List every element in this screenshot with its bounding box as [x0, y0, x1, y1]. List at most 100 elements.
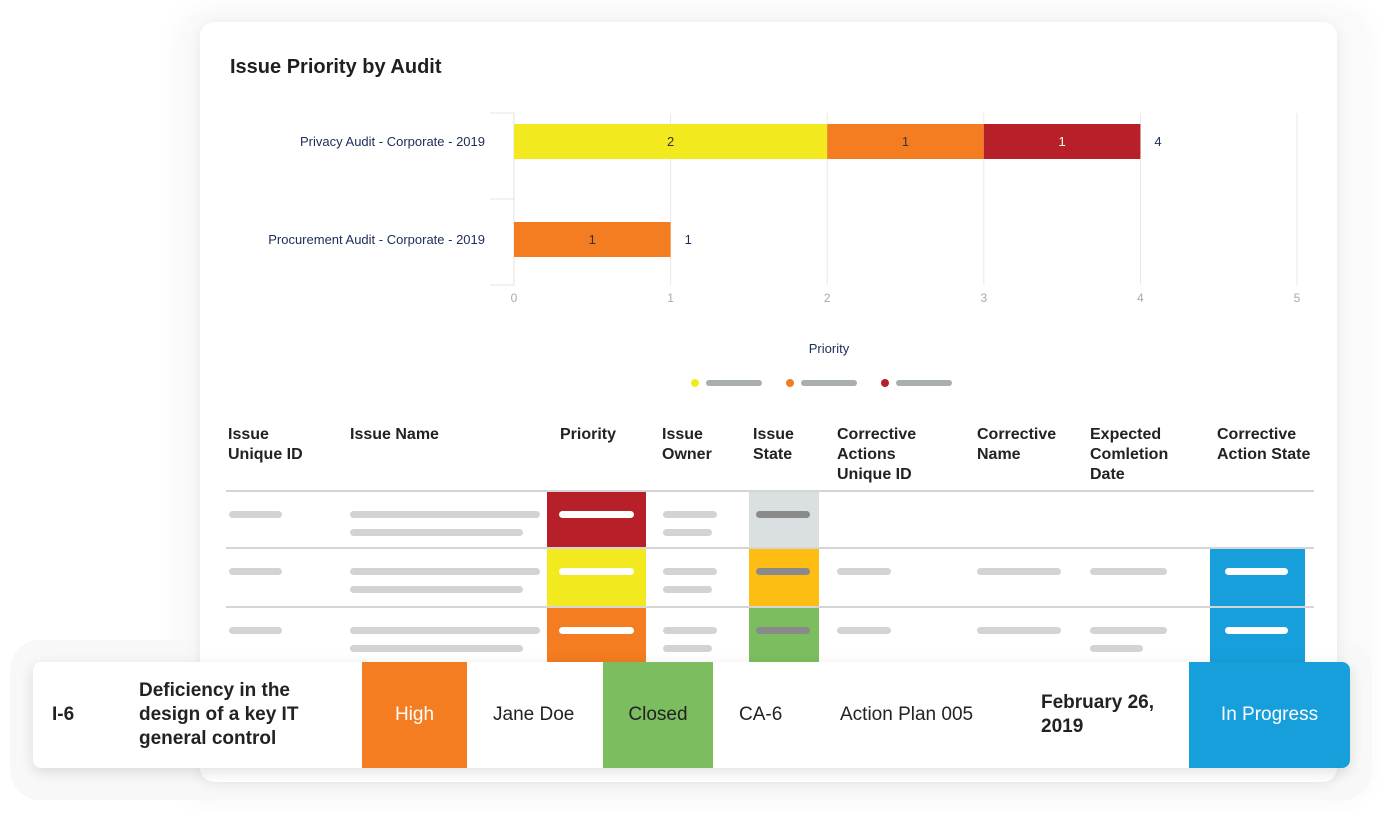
- priority-cell: [547, 492, 646, 548]
- column-header[interactable]: Corrective Name: [977, 425, 1056, 465]
- column-header-line: Corrective: [837, 426, 917, 443]
- expected-date: February 26, 2019: [1041, 692, 1154, 737]
- column-header-line: Expected: [1090, 426, 1162, 443]
- bar-value-label: 1: [902, 134, 909, 149]
- ca-state-badge: In Progress: [1189, 662, 1350, 768]
- text-placeholder: [229, 511, 282, 518]
- bar-total-label: 1: [685, 232, 692, 247]
- issue-id: I-6: [52, 704, 75, 725]
- issue-state-cell: [749, 549, 819, 607]
- issue-state-badge: Closed: [603, 662, 713, 768]
- x-tick-label: 2: [824, 291, 831, 305]
- x-tick-label: 4: [1137, 291, 1144, 305]
- ca-id: CA-6: [739, 704, 783, 725]
- column-header-line: Owner: [662, 446, 712, 463]
- text-placeholder: [1090, 568, 1167, 575]
- bar-segment[interactable]: [514, 222, 671, 257]
- legend-marker[interactable]: [691, 379, 699, 387]
- column-header-line: Date: [1090, 466, 1125, 483]
- text-placeholder: [350, 645, 523, 652]
- bar-value-label: 2: [667, 134, 674, 149]
- chart-title: Issue Priority by Audit: [230, 56, 442, 78]
- column-header-line: Issue: [228, 426, 269, 443]
- issue-name: Deficiency in the design of a key IT gen…: [139, 680, 299, 749]
- bar-segment[interactable]: [983, 124, 1141, 159]
- column-header-line: Unique ID: [837, 466, 912, 483]
- priority-cell: [547, 549, 646, 607]
- bar-segment[interactable]: [514, 124, 828, 159]
- text-placeholder: [350, 568, 540, 575]
- text-placeholder: [229, 568, 282, 575]
- bar-segment[interactable]: [827, 124, 984, 159]
- priority-badge: High: [362, 662, 467, 768]
- column-header-line: Unique ID: [228, 446, 303, 463]
- column-header-line: Corrective: [1217, 426, 1297, 443]
- issue-state-cell: [749, 608, 819, 662]
- header-divider: [226, 490, 1314, 492]
- legend-marker[interactable]: [786, 379, 794, 387]
- column-header[interactable]: Issue Owner: [662, 425, 712, 465]
- priority-cell: [547, 608, 646, 662]
- text-placeholder: [1090, 627, 1167, 634]
- column-header[interactable]: Corrective Action State: [1217, 425, 1310, 465]
- legend-label-placeholder: [896, 380, 952, 386]
- text-placeholder: [663, 627, 717, 634]
- legend-label-placeholder: [706, 380, 762, 386]
- x-tick-label: 3: [980, 291, 987, 305]
- text-placeholder: [350, 529, 523, 536]
- x-tick-label: 0: [511, 291, 518, 305]
- column-header-line: Actions: [837, 446, 896, 463]
- ca-name: Action Plan 005: [840, 704, 974, 725]
- text-placeholder: [1225, 627, 1288, 634]
- column-header[interactable]: Issue Unique ID: [228, 425, 303, 465]
- column-header-line: Action State: [1217, 446, 1311, 463]
- column-header-line: Comletion: [1090, 446, 1169, 463]
- text-placeholder: [756, 568, 810, 575]
- text-placeholder: [837, 568, 891, 575]
- column-header-line: Issue: [753, 426, 794, 443]
- x-axis-label: Priority: [809, 341, 850, 356]
- column-header-line: Priority: [560, 426, 617, 443]
- text-placeholder: [663, 529, 712, 536]
- column-header[interactable]: Priority: [560, 425, 616, 445]
- column-header[interactable]: Expected Comletion Date: [1090, 425, 1168, 485]
- text-placeholder: [559, 568, 634, 575]
- text-placeholder: [350, 511, 540, 518]
- category-label: Procurement Audit - Corporate - 2019: [268, 232, 485, 247]
- x-tick-label: 5: [1294, 291, 1301, 305]
- issue-owner: Jane Doe: [493, 704, 575, 725]
- issue-priority-chart: 0 1 2 3 4 5 Privacy Audit - Corporate - 2019 2 1…: [268, 112, 1301, 387]
- column-header-line: Corrective: [977, 426, 1057, 443]
- column-header-line: Name: [977, 446, 1021, 463]
- issue-state-cell: [749, 492, 819, 548]
- text-placeholder: [663, 645, 712, 652]
- text-placeholder: [837, 627, 891, 634]
- column-header[interactable]: Corrective Actions Unique ID: [837, 425, 916, 485]
- column-header-line: State: [753, 446, 793, 463]
- ca-state-cell: [1210, 549, 1305, 607]
- text-placeholder: [663, 586, 712, 593]
- highlighted-row[interactable]: I-6 Deficiency in the design of a key IT…: [33, 662, 1350, 768]
- text-placeholder: [559, 511, 634, 518]
- legend-label-placeholder: [801, 380, 857, 386]
- text-placeholder: [977, 568, 1061, 575]
- row-divider: [226, 547, 1314, 549]
- column-header[interactable]: Issue Name: [350, 425, 439, 445]
- bar-value-label: 1: [1058, 134, 1065, 149]
- text-placeholder: [559, 627, 634, 634]
- text-placeholder: [1225, 568, 1288, 575]
- ca-state-cell: [1210, 608, 1305, 662]
- category-label: Privacy Audit - Corporate - 2019: [300, 134, 485, 149]
- bar-value-label: 1: [589, 232, 596, 247]
- column-header-line: Issue Name: [350, 426, 439, 443]
- text-placeholder: [229, 627, 282, 634]
- text-placeholder: [350, 627, 540, 634]
- legend-marker[interactable]: [881, 379, 889, 387]
- text-placeholder: [756, 511, 810, 518]
- text-placeholder: [977, 627, 1061, 634]
- text-placeholder: [663, 568, 717, 575]
- text-placeholder: [1090, 645, 1143, 652]
- column-header[interactable]: Issue State: [753, 425, 794, 465]
- text-placeholder: [663, 511, 717, 518]
- column-header-line: Issue: [662, 426, 703, 443]
